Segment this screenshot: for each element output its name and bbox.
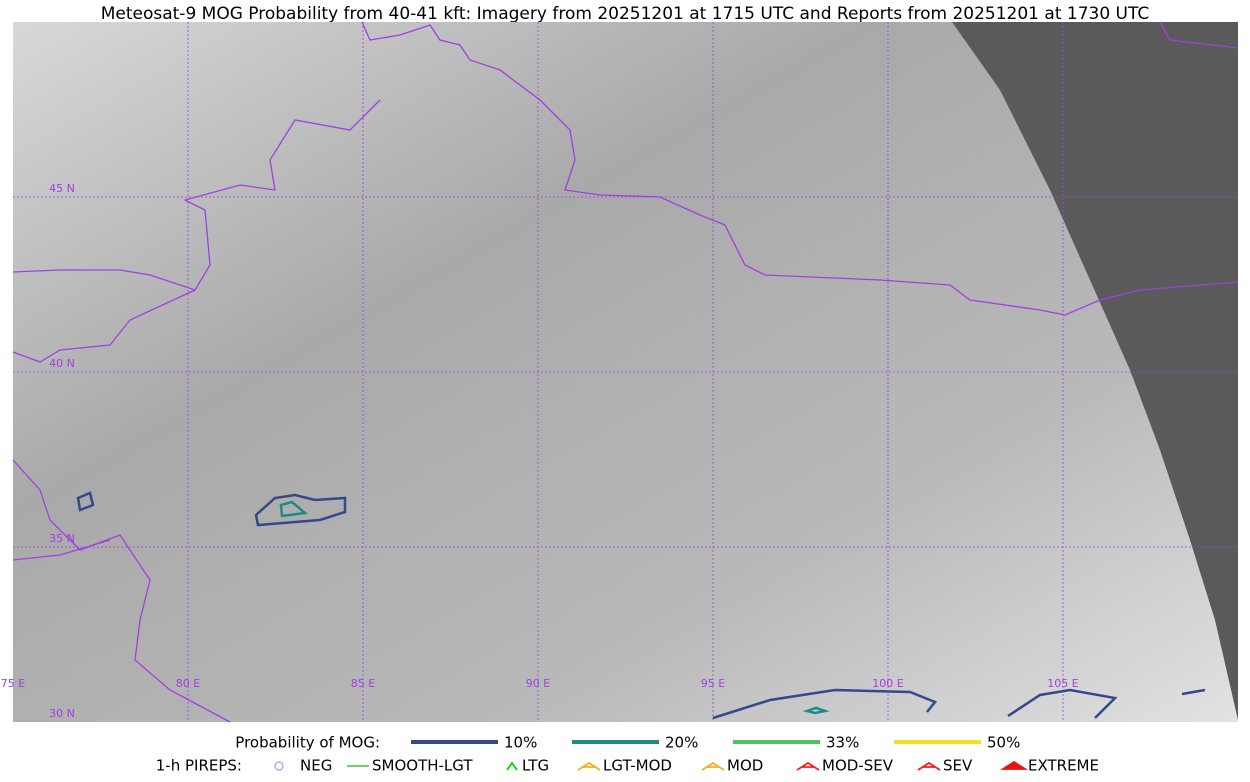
legend-label: 50% — [987, 734, 1020, 752]
legend-title: Probability of MOG: — [235, 734, 380, 752]
lon-label: 105 E — [1047, 677, 1078, 690]
map: 75 E 80 E 85 E 90 E 95 E 100 E 105 E 45 N 40 N 35… — [1, 21, 1239, 723]
border — [12, 99, 381, 291]
contour-10 — [76, 491, 95, 512]
lat-label: 30 N — [49, 707, 75, 720]
lon-label: 95 E — [701, 677, 725, 690]
pirep-icon — [999, 760, 1029, 770]
legend-label: 10% — [504, 734, 537, 752]
contour-10 — [1181, 688, 1206, 696]
pirep-icon — [701, 761, 725, 771]
legend: Probability of MOG: 10% 20% 33% 50% 1-h PIREP… — [156, 734, 1099, 775]
no-data-region — [952, 22, 1238, 720]
lat-label: 35 N — [49, 532, 75, 545]
pirep-icon — [796, 761, 820, 771]
lat-label: 40 N — [49, 357, 75, 370]
contour-20 — [802, 706, 830, 715]
legend-label: LTG — [522, 757, 549, 775]
lon-label: 80 E — [176, 677, 200, 690]
contour-10 — [254, 493, 347, 527]
lon-label: 100 E — [872, 677, 903, 690]
lon-label: 75 E — [1, 677, 25, 690]
lon-label: 85 E — [351, 677, 375, 690]
legend-label: SEV — [943, 757, 973, 775]
pirep-icon — [274, 761, 284, 771]
contour-10 — [712, 688, 938, 720]
legend-label: EXTREME — [1028, 757, 1099, 775]
border — [1159, 21, 1239, 49]
legend-title: 1-h PIREPS: — [156, 757, 242, 775]
pirep-icon — [917, 761, 941, 771]
legend-label: SMOOTH-LGT — [372, 757, 473, 775]
legend-label: 20% — [665, 734, 698, 752]
border — [361, 21, 1239, 316]
pirep-icon — [577, 761, 601, 771]
border — [12, 289, 196, 363]
legend-label: NEG — [300, 757, 332, 775]
border — [12, 459, 231, 723]
legend-label: 33% — [826, 734, 859, 752]
pirep-icon — [506, 761, 518, 771]
borders — [12, 21, 1239, 723]
graticule: 75 E 80 E 85 E 90 E 95 E 100 E 105 E 45 N 40 N 35… — [1, 22, 1238, 722]
legend-label: MOD-SEV — [822, 757, 894, 775]
lat-label: 45 N — [49, 182, 75, 195]
mog-contours — [76, 491, 1206, 720]
lon-label: 90 E — [526, 677, 550, 690]
legend-label: LGT-MOD — [603, 757, 672, 775]
contour-20 — [279, 500, 308, 518]
contour-10 — [1007, 688, 1118, 719]
border — [12, 539, 111, 561]
title: Meteosat-9 MOG Probability from 40-41 kf… — [101, 4, 1150, 24]
legend-label: MOD — [727, 757, 763, 775]
